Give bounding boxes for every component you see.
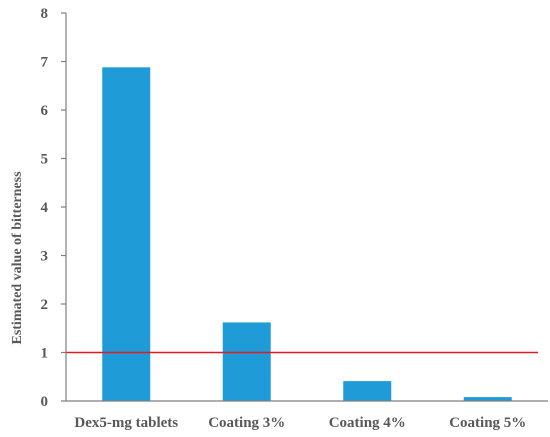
x-category-label: Coating 4% xyxy=(329,415,406,431)
y-tick-label: 1 xyxy=(41,346,49,362)
bar xyxy=(463,397,512,401)
y-tick-label: 0 xyxy=(41,394,49,410)
bar xyxy=(102,67,151,401)
y-tick-label: 4 xyxy=(41,200,49,216)
x-category-label: Coating 5% xyxy=(449,415,526,431)
y-tick-label: 3 xyxy=(41,249,49,265)
y-tick-label: 5 xyxy=(41,152,49,168)
x-labels-layer: Dex5-mg tablets Coating 3% Coating 4% Coati… xyxy=(74,415,526,431)
x-category-label: Coating 3% xyxy=(208,415,285,431)
y-tick-label: 2 xyxy=(41,297,49,313)
y-tick-label: 6 xyxy=(41,103,49,119)
x-category-label: Dex5-mg tablets xyxy=(74,415,178,431)
y-tick-label: 7 xyxy=(41,55,49,71)
y-tick-label: 8 xyxy=(41,6,49,22)
bar xyxy=(343,381,392,401)
bar xyxy=(222,322,271,401)
y-ticks-layer: 0 1 2 3 4 5 6 7 8 xyxy=(41,6,66,410)
bars-layer xyxy=(102,67,512,401)
y-axis-label: Estimated value of bitterness xyxy=(10,171,25,345)
